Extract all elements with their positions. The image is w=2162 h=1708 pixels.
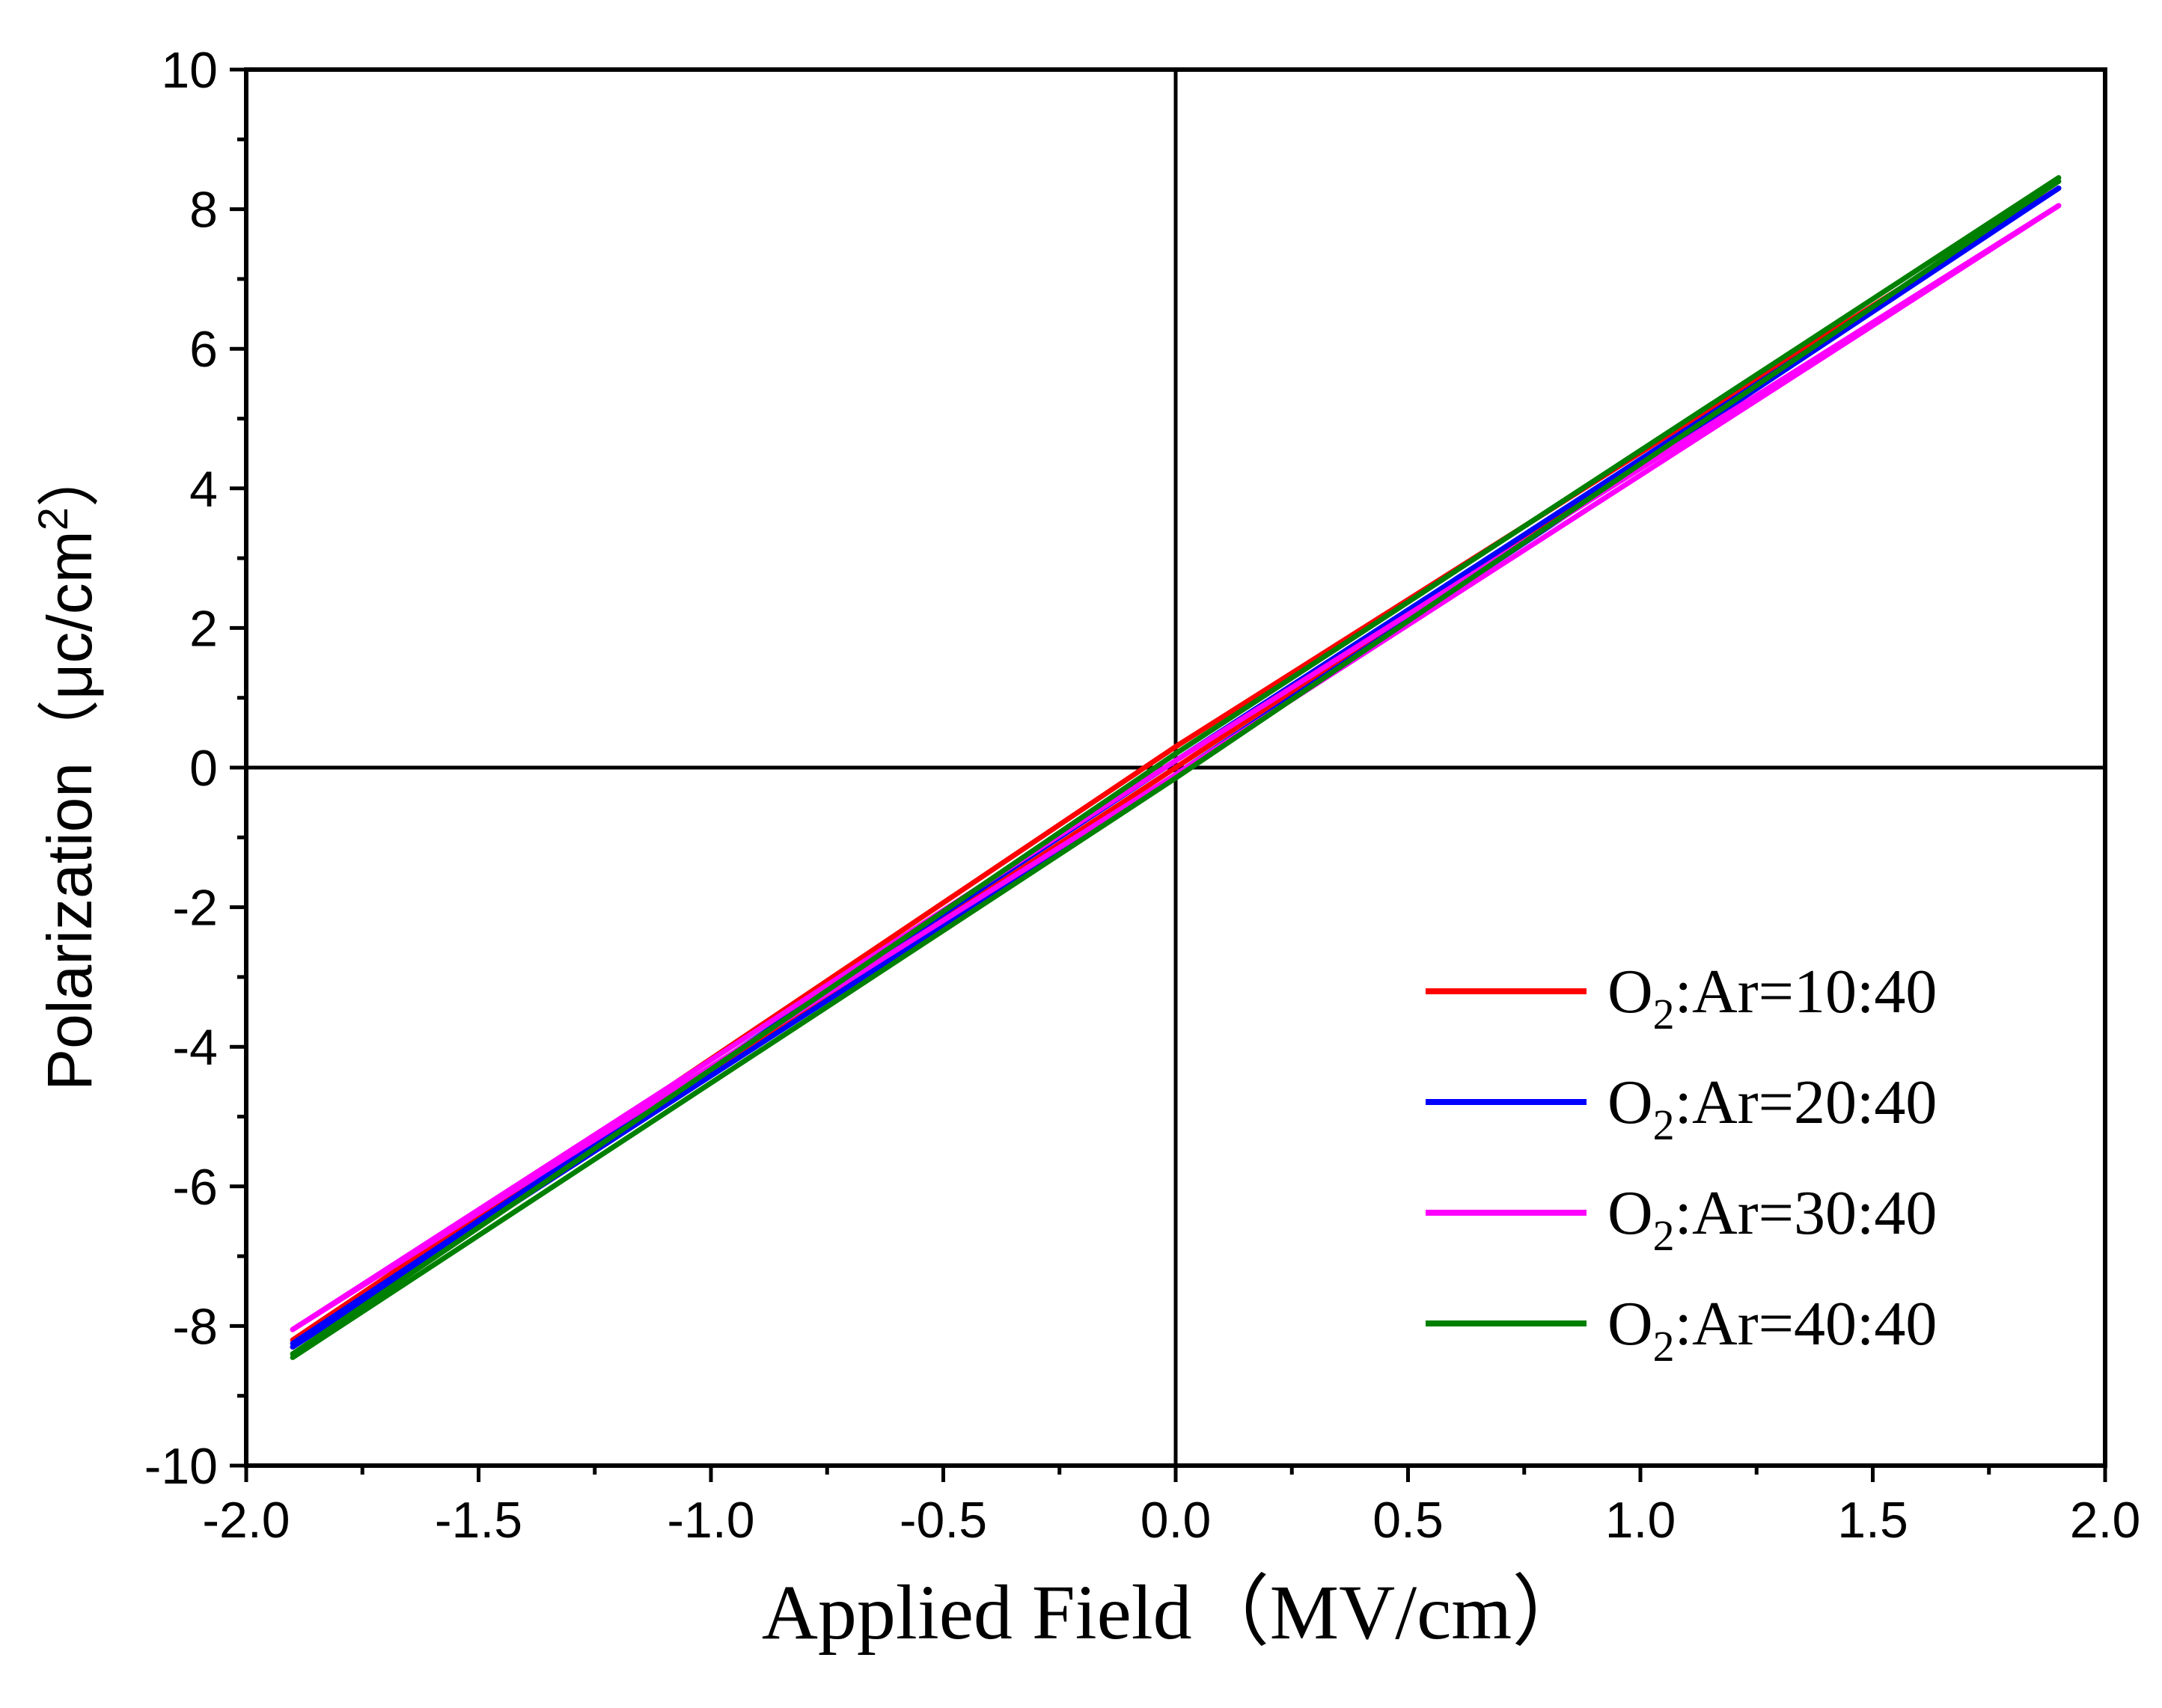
y-tick-labels: -10 -8 -6 -4 -2 0 2 4 6 8 10: [144, 42, 218, 1495]
y-axis-title: Polarization（μc/cm2）: [29, 444, 105, 1091]
y-tick-label: -4: [173, 1019, 218, 1076]
series-4: [290, 175, 2062, 1360]
legend-item: O2:Ar=40:40: [1426, 1289, 1937, 1371]
legend: O2:Ar=10:40 O2:Ar=20:40 O2:Ar=30:40 O2:Ar=4…: [1426, 957, 1937, 1371]
y-tick-label: 2: [189, 600, 218, 657]
axis-ticks: [230, 67, 2107, 1482]
x-tick-label: -0.5: [900, 1492, 987, 1549]
series-line-upper: [290, 203, 2062, 1332]
x-tick-label: 0.5: [1372, 1492, 1444, 1549]
y-tick-label: 8: [189, 182, 218, 239]
legend-label: O2:Ar=40:40: [1607, 1289, 1937, 1371]
series-line-upper: [290, 175, 2062, 1357]
legend-item: O2:Ar=20:40: [1426, 1068, 1937, 1149]
y-tick-label: 4: [189, 461, 218, 518]
y-tick-label: 0: [189, 740, 218, 797]
legend-label: O2:Ar=30:40: [1607, 1178, 1937, 1260]
legend-label: O2:Ar=10:40: [1607, 957, 1937, 1038]
x-tick-label: 1.0: [1605, 1492, 1676, 1549]
y-tick-label: -10: [144, 1438, 218, 1495]
x-axis-title: Applied Field（MV/cm）: [762, 1570, 1590, 1656]
y-tick-label: -8: [173, 1298, 218, 1355]
series-3: [290, 203, 2062, 1332]
legend-item: O2:Ar=10:40: [1426, 957, 1937, 1038]
legend-label: O2:Ar=20:40: [1607, 1068, 1937, 1149]
legend-item: O2:Ar=30:40: [1426, 1178, 1937, 1260]
series-line-lower: [290, 203, 2062, 1332]
y-tick-label: -6: [173, 1159, 218, 1216]
series-line-lower: [290, 178, 2062, 1360]
x-tick-label: -2.0: [202, 1492, 290, 1549]
data-series: [290, 175, 2062, 1360]
x-tick-label: -1.5: [435, 1492, 522, 1549]
x-tick-label: 1.5: [1837, 1492, 1908, 1549]
y-tick-label: 6: [189, 321, 218, 378]
x-tick-label: -1.0: [667, 1492, 754, 1549]
y-tick-label: 10: [161, 42, 218, 99]
y-tick-label: -2: [173, 880, 218, 937]
y-axis-title-superscript: 2: [29, 507, 76, 530]
x-tick-label: 2.0: [2070, 1492, 2141, 1549]
x-tick-labels: -2.0 -1.5 -1.0 -0.5 0.0 0.5 1.0 1.5 2.0: [202, 1492, 2140, 1549]
x-tick-label: 0.0: [1140, 1492, 1212, 1549]
